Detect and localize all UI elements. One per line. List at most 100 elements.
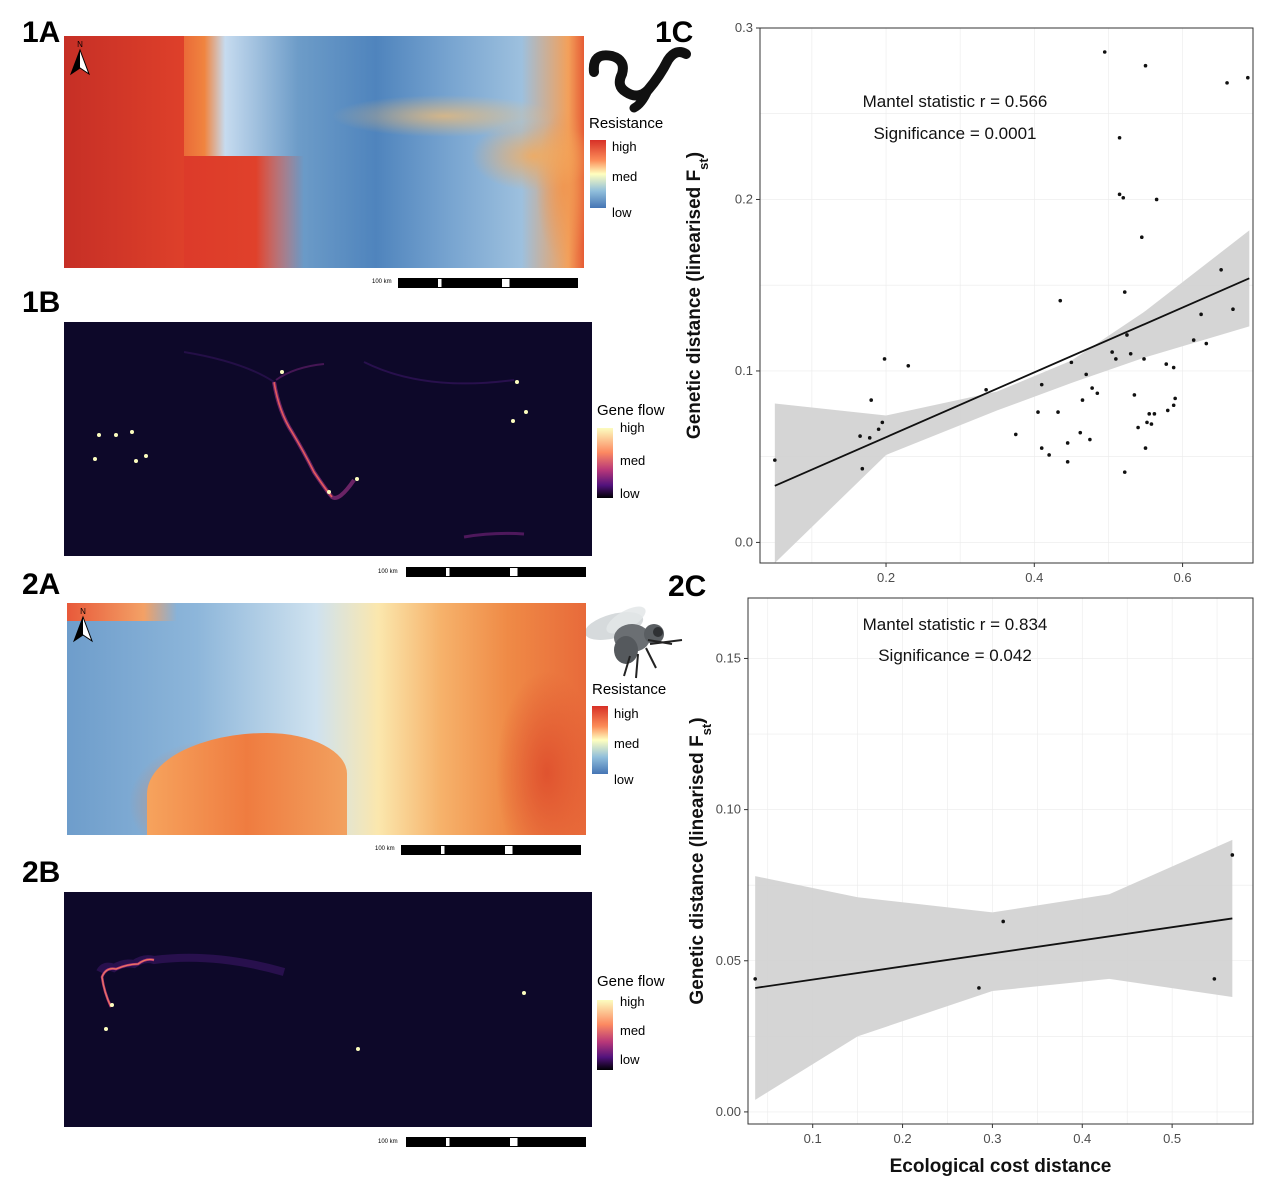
- chart-1c-fit-line: [774, 277, 1250, 487]
- chart-2c-y-axis-title-subscript: st: [699, 723, 714, 735]
- panel-label-1c: 1C: [655, 16, 694, 49]
- chart-1c-data-point: [1225, 81, 1229, 85]
- chart-1c-data-point: [1121, 195, 1126, 200]
- chart-1c-y-axis-title-subscript: st: [696, 158, 711, 170]
- worm-icon: [588, 47, 691, 113]
- chart-1c-data-point: [1058, 298, 1063, 303]
- chart-1c-data-point: [880, 420, 885, 425]
- chart-1c-confidence-ribbon: [774, 230, 1250, 564]
- legend-high-2b: high: [620, 994, 645, 1009]
- chart-2c-x-axis-title: Ecological cost distance: [890, 1156, 1112, 1177]
- chart-2c-ytick-label: 0.00: [716, 1104, 741, 1119]
- scalebar-1a: [398, 278, 578, 288]
- chart-1c-data-point: [1142, 357, 1146, 361]
- chart-1c-data-point: [1078, 430, 1083, 435]
- panel-label-2c: 2C: [668, 570, 707, 603]
- chart-1c-xtick-label: 0.2: [877, 570, 895, 585]
- chart-1c-y-axis-title-main: Genetic distance (linearised F: [684, 170, 705, 439]
- chart-1c-data-point: [1122, 290, 1127, 294]
- scale-label-2a: 100 km: [375, 846, 395, 852]
- chart-1c-data-point: [1036, 410, 1040, 414]
- chart-1c-data-point: [1102, 50, 1107, 54]
- chart-1c-data-point: [1090, 386, 1094, 390]
- chart-2c-ytick-label: 0.10: [716, 802, 741, 817]
- panel-label-1a: 1A: [22, 16, 61, 49]
- chart-1c-data-point: [1122, 470, 1127, 474]
- scale-label-1b: 100 km: [378, 569, 398, 575]
- resistance-legend-title-2a: Resistance: [592, 681, 667, 698]
- legend-med-1a: med: [612, 169, 638, 184]
- chart-2c-y-axis-title-main: Genetic distance (linearised F: [687, 735, 708, 1004]
- north-arrow-icon: N: [69, 40, 91, 76]
- chart-1c-data-point: [1164, 362, 1169, 366]
- chart-1c-data-point: [876, 427, 881, 432]
- chart-2c-y-axis-title-close: ): [687, 717, 708, 723]
- chart-1c-significance: Significance = 0.0001: [873, 124, 1036, 143]
- chart-1c-xtick-label: 0.4: [1025, 570, 1043, 585]
- chart-1c-data-point: [1136, 425, 1140, 430]
- chart-1c-data-point: [1145, 420, 1149, 425]
- scalebar-2a: [401, 845, 581, 855]
- chart-1c-data-point: [1199, 312, 1203, 317]
- chart-1c-data-point: [1143, 63, 1148, 68]
- legend-low-2a: low: [614, 772, 634, 787]
- chart-1c-data-point: [773, 458, 777, 462]
- geneflow-map-2b: [64, 892, 592, 1127]
- chart-2c-xtick-label: 0.4: [1073, 1131, 1091, 1146]
- resistance-legend-title-1a: Resistance: [589, 115, 664, 132]
- chart-2c-xtick-label: 0.2: [894, 1131, 912, 1146]
- chart-2c-data-point: [1001, 919, 1005, 924]
- legend-low-1b: low: [620, 486, 640, 501]
- chart-1c-data-point: [1191, 338, 1196, 342]
- chart-2c-border: [747, 597, 1254, 1125]
- chart-2c-xtick-label: 0.1: [804, 1131, 822, 1146]
- chart-2c-xtick-label: 0.5: [1163, 1131, 1181, 1146]
- chart-1c-data-point: [1139, 235, 1144, 239]
- chart-1c-y-axis-title: Genetic distance (linearised Fst): [684, 152, 711, 439]
- chart-1c-data-point: [1171, 403, 1176, 408]
- svg-text:N: N: [77, 40, 83, 49]
- chart-2c-fit-line: [755, 917, 1233, 989]
- north-arrow-icon: N: [72, 607, 94, 643]
- chart-1c-data-point: [1149, 422, 1154, 426]
- chart-1c-data-point: [1084, 372, 1088, 377]
- legend-med-2b: med: [620, 1023, 646, 1038]
- chart-1c-data-point: [1219, 267, 1223, 272]
- chart-1c-data-point: [1147, 412, 1152, 416]
- chart-2c-data-point: [977, 986, 981, 990]
- chart-1c-data-point: [906, 364, 911, 368]
- chart-1c-data-point: [1171, 365, 1176, 370]
- chart-1c-border: [759, 27, 1254, 564]
- chart-2c-data-point: [753, 977, 757, 981]
- chart-1c-data-point: [1095, 391, 1100, 396]
- panel-label-2b: 2B: [22, 856, 61, 889]
- chart-1c-data-point: [1152, 412, 1157, 416]
- chart-1c-data-point: [1069, 360, 1074, 365]
- chart-1c-mantel-statistic: Mantel statistic r = 0.566: [863, 92, 1048, 111]
- chart-2c-data-point: [1212, 977, 1217, 981]
- chart-1c-data-point: [1110, 350, 1114, 354]
- chart-1c-ytick-label: 0.1: [735, 363, 753, 378]
- svg-text:N: N: [80, 607, 86, 616]
- resistance-legend-bar-2a: [592, 706, 608, 774]
- chart-1c-data-point: [1143, 446, 1148, 450]
- panel-label-1b: 1B: [22, 286, 61, 319]
- chart-1c-ytick-label: 0.2: [735, 191, 753, 206]
- chart-1c-data-point: [1173, 396, 1177, 401]
- legend-low-2b: low: [620, 1052, 640, 1067]
- chart-1c-data-point: [1128, 352, 1133, 356]
- chart-1c-data-point: [1204, 341, 1209, 346]
- chart-2c-ytick-label: 0.05: [716, 953, 741, 968]
- legend-low-1a: low: [612, 205, 632, 220]
- chart-2c-y-axis-title: Genetic distance (linearised Fst): [687, 717, 714, 1004]
- chart-2c-data-point: [1230, 853, 1235, 857]
- legend-med-1b: med: [620, 453, 646, 468]
- chart-2c-xtick-label: 0.3: [983, 1131, 1001, 1146]
- panel-label-2a: 2A: [22, 568, 61, 601]
- chart-1c-data-point: [1080, 398, 1085, 402]
- chart-2c-significance: Significance = 0.042: [878, 646, 1032, 665]
- chart-1c: 0.2 0.4 0.6 0.0 0.1 0.2 0.3 Mantel statistic r …: [684, 20, 1254, 585]
- chart-1c-data-point: [1088, 437, 1092, 442]
- chart-2c: 0.1 0.2 0.3 0.4 0.5 0.00 0.05 0.10 0.15 Mantel st…: [687, 597, 1254, 1177]
